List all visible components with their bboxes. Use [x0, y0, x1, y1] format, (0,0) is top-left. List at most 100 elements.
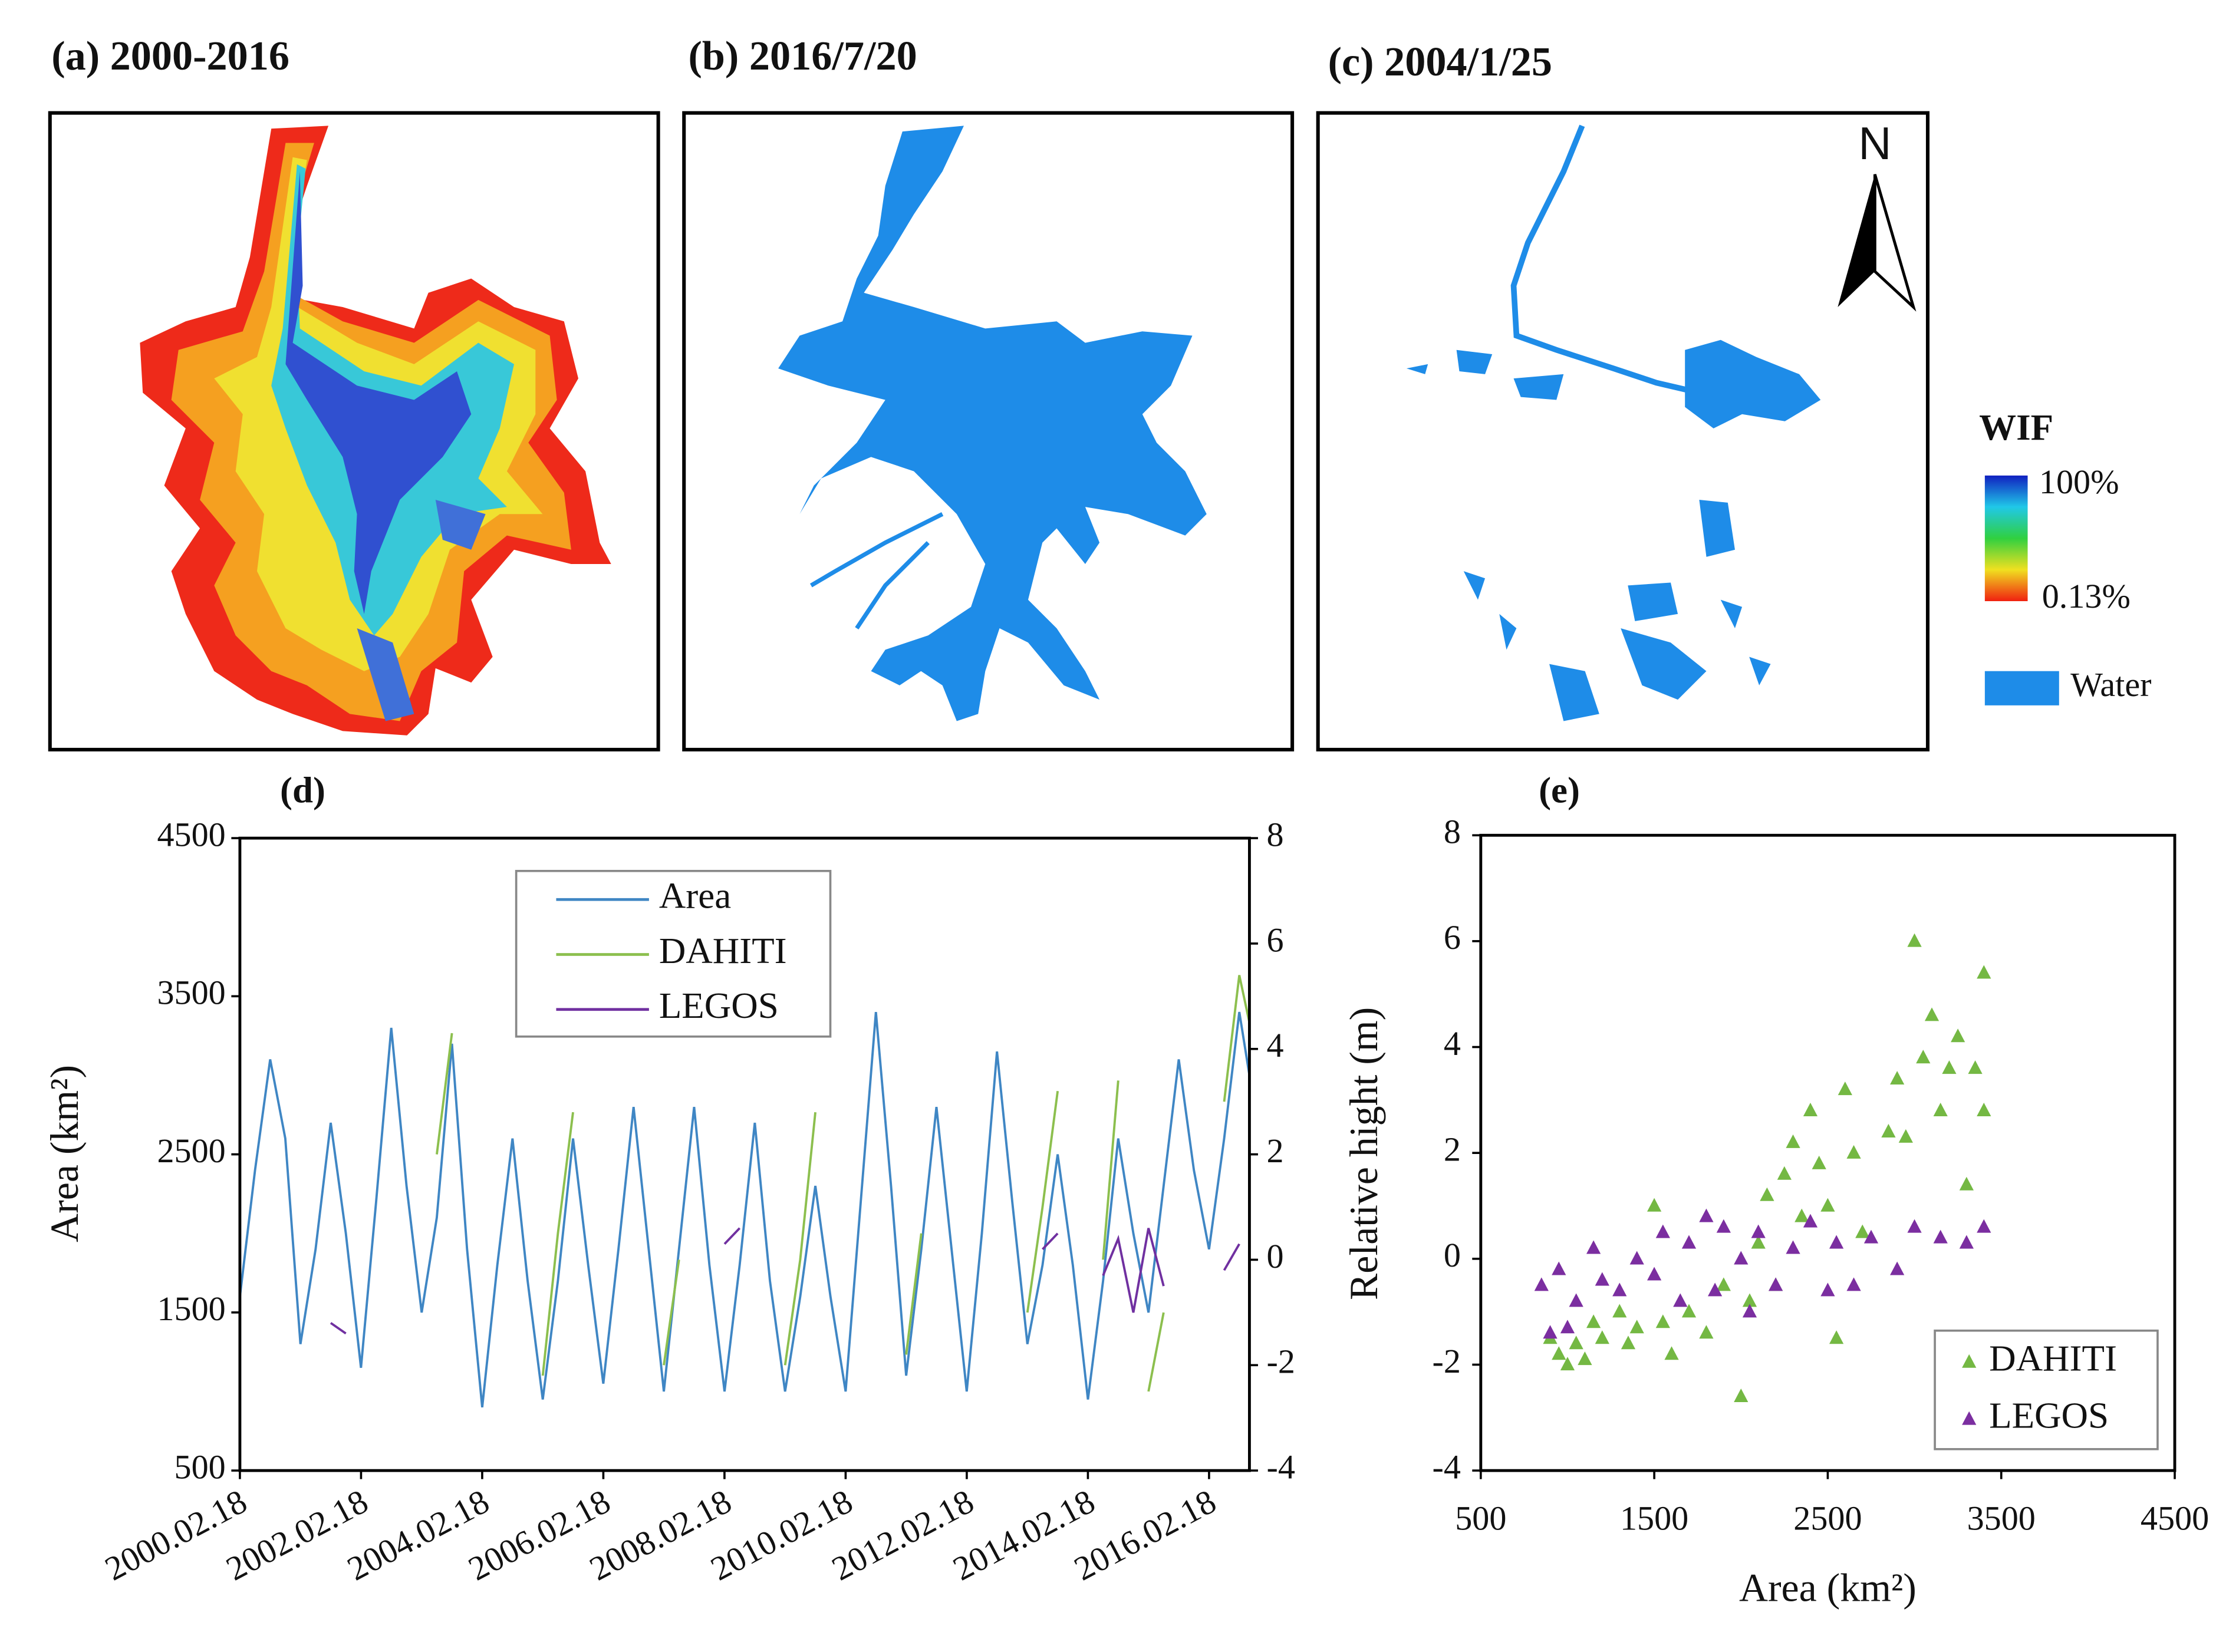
scatter-point: [1664, 1346, 1679, 1360]
y2-tick-label: 0: [1266, 1237, 1283, 1275]
scatter-point: [1595, 1272, 1609, 1286]
scatter-point: [1951, 1028, 1965, 1043]
legend-label: DAHITI: [1989, 1337, 2117, 1379]
y-axis-label: Area (km²): [42, 1065, 87, 1242]
scatter-point: [1595, 1330, 1609, 1344]
scatter-point: [1655, 1224, 1670, 1238]
scatter-point: [1681, 1304, 1697, 1318]
scatter-point: [1751, 1224, 1766, 1238]
scatter-point: [1716, 1219, 1731, 1233]
scatter-point: [1655, 1314, 1670, 1328]
scatter-point: [1890, 1261, 1905, 1275]
scatter-point: [1898, 1129, 1913, 1143]
colorbar-label: 0.13%: [2042, 577, 2131, 615]
scatter-point: [1812, 1155, 1826, 1169]
scatter-point: [1846, 1145, 1861, 1159]
scatter-point: [1820, 1198, 1835, 1212]
plot-frame: [1479, 833, 2177, 1472]
water-swatch: [1984, 671, 2059, 705]
scatter-point: [1586, 1314, 1601, 1328]
scatter-point: [1959, 1235, 1974, 1249]
scatter-point: [1820, 1282, 1835, 1297]
scatter-point: [1942, 1060, 1957, 1074]
wif-map: [140, 126, 611, 736]
series-line: [330, 1227, 1240, 1335]
y2-tick-label: -2: [1266, 1343, 1295, 1381]
map-frame: [48, 111, 660, 751]
chart-title: (e): [1539, 769, 1580, 810]
scatter-point: [1977, 1219, 1991, 1233]
map-frame: [682, 111, 1295, 751]
scatter-point: [1699, 1325, 1714, 1339]
scatter-point: [1552, 1346, 1566, 1360]
scatter-point: [1629, 1320, 1644, 1334]
scatter-point: [1795, 1208, 1809, 1222]
x-tick-label: 3500: [1967, 1499, 2036, 1538]
scatter-point: [1803, 1214, 1818, 1228]
scatter-point: [1933, 1229, 1948, 1244]
legend-box: [1934, 1329, 2159, 1450]
scatter-point: [1647, 1198, 1662, 1212]
north-arrow: [1838, 174, 1875, 308]
scatter-point: [1769, 1277, 1783, 1291]
x-axis-label: Area (km²): [1739, 1566, 1917, 1610]
y-tick-label: 2: [1444, 1130, 1461, 1169]
water-map: [809, 512, 1059, 672]
scatter-point: [1552, 1261, 1566, 1275]
scatter-point: [1916, 1050, 1931, 1064]
scatter-point: [1543, 1325, 1558, 1339]
legend-label: DAHITI: [659, 930, 787, 971]
scatter-point: [1977, 965, 1991, 979]
y2-tick-label: 8: [1266, 815, 1283, 853]
y-axis-label: Relative hight (m): [1342, 1007, 1386, 1300]
legend-label: LEGOS: [1989, 1394, 2109, 1436]
water-map: [778, 126, 1207, 721]
scatter-point: [1933, 1103, 1948, 1117]
legend-swatch: [1962, 1354, 1977, 1368]
y-tick-label: 500: [174, 1447, 226, 1486]
scatter-point: [1569, 1293, 1583, 1307]
scatter-point: [1569, 1336, 1583, 1350]
scatter-point: [1534, 1277, 1549, 1291]
colorbar-label: 100%: [2039, 463, 2119, 501]
water-map: [1406, 124, 1821, 721]
series-line: [436, 975, 1251, 1392]
y2-tick-label: 2: [1266, 1132, 1283, 1170]
y2-tick-label: 4: [1266, 1026, 1283, 1064]
x-tick-label: 4500: [2141, 1499, 2209, 1538]
north-arrow: [1873, 174, 1917, 312]
panel-title: (b) 2016/7/20: [688, 33, 917, 79]
x-tick-label: 2500: [1793, 1499, 1862, 1538]
map-frame: [1316, 111, 1930, 751]
legend-label: LEGOS: [659, 985, 779, 1026]
colorbar-title: WIF: [1979, 407, 2053, 448]
scatter-point: [1742, 1304, 1757, 1318]
scatter-point: [1673, 1293, 1688, 1307]
scatter-point: [1977, 1103, 1991, 1117]
scatter-point: [1560, 1357, 1575, 1371]
scatter-point: [1708, 1282, 1723, 1297]
y-tick-label: 1500: [157, 1290, 225, 1328]
x-tick-label: 1500: [1620, 1499, 1688, 1538]
scatter-point: [1924, 1007, 1940, 1021]
scatter-point: [1760, 1187, 1774, 1201]
scatter-point: [1786, 1134, 1800, 1148]
scatter-point: [1907, 1219, 1922, 1233]
scatter-point: [1612, 1282, 1627, 1297]
y-tick-label: 6: [1444, 918, 1461, 957]
scatter-point: [1742, 1293, 1757, 1307]
y-tick-label: 4: [1444, 1024, 1461, 1063]
y2-tick-label: 6: [1266, 921, 1283, 959]
scatter-point: [1621, 1336, 1636, 1350]
panel-title: (c) 2004/1/25: [1328, 39, 1552, 85]
y-tick-label: 8: [1444, 813, 1461, 851]
scatter-point: [1647, 1267, 1662, 1281]
scatter-point: [1629, 1251, 1644, 1265]
y-tick-label: -4: [1432, 1447, 1460, 1486]
scatter-point: [1881, 1123, 1896, 1137]
colorbar: [1984, 475, 2028, 602]
x-tick-label: 500: [1455, 1499, 1506, 1538]
scatter-point: [1890, 1071, 1905, 1085]
panel-title: (a) 2000-2016: [51, 33, 289, 79]
